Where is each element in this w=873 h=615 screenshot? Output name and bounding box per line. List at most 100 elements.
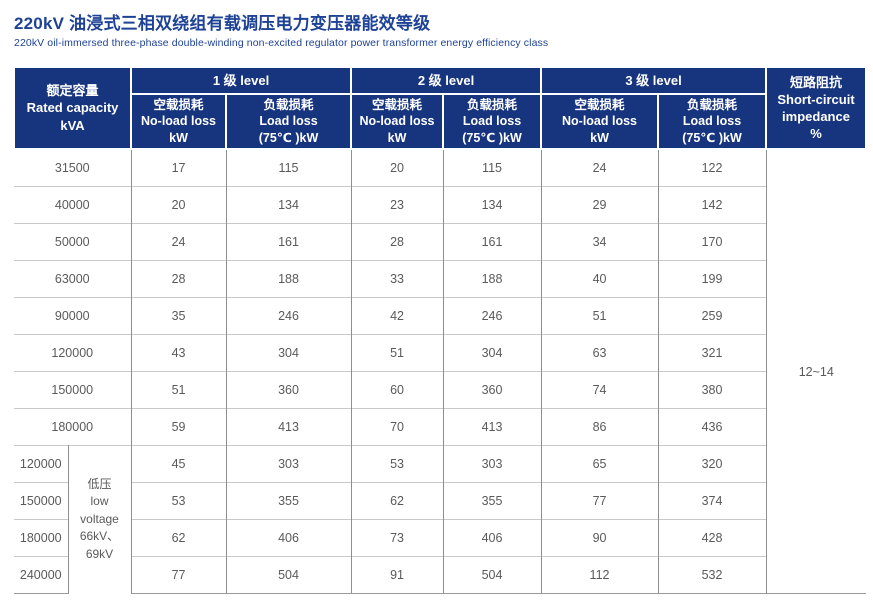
page-subtitle: 220kV oil-immersed three-phase double-wi… <box>14 36 549 49</box>
cell-value: 303 <box>226 444 352 483</box>
cell-value: 303 <box>443 444 542 483</box>
table-row: 90000 35 246 42 246 51 259 <box>14 296 866 335</box>
cell-value: 532 <box>658 555 767 594</box>
cell-value: 62 <box>131 518 227 557</box>
cell-capacity: 180000 <box>14 518 69 557</box>
table-row: 180000 62 406 73 406 90 428 <box>14 518 866 557</box>
cell-value: 17 <box>131 148 227 187</box>
cell-value: 170 <box>658 222 767 261</box>
cell-value: 199 <box>658 259 767 298</box>
cell-value: 188 <box>226 259 352 298</box>
cell-value: 59 <box>131 407 227 446</box>
table-row: 50000 24 161 28 161 34 170 <box>14 222 866 261</box>
cell-value: 70 <box>351 407 444 446</box>
cell-value: 259 <box>658 296 767 335</box>
cell-value: 28 <box>351 222 444 261</box>
cell-capacity: 63000 <box>14 259 132 298</box>
header-no-load-loss-level3: 空载损耗 No-load loss kW <box>540 92 660 151</box>
cell-value: 91 <box>351 555 444 594</box>
cell-value: 436 <box>658 407 767 446</box>
header-row-loss-types: 空载损耗 No-load loss kW 负载损耗 Load loss (75℃… <box>14 92 866 151</box>
cell-value: 34 <box>541 222 659 261</box>
cell-value: 62 <box>351 481 444 520</box>
cell-value: 33 <box>351 259 444 298</box>
cell-value: 246 <box>226 296 352 335</box>
cell-value: 63 <box>541 333 659 372</box>
cell-value: 53 <box>131 481 227 520</box>
cell-value: 304 <box>226 333 352 372</box>
header-level-3: 3 级 level <box>540 65 768 95</box>
page-title: 220kV 油浸式三相双绕组有载调压电力变压器能效等级 <box>14 14 431 33</box>
header-no-load-loss-level1: 空载损耗 No-load loss kW <box>130 92 228 151</box>
table-row: 120000 43 304 51 304 63 321 <box>14 333 866 372</box>
cell-value: 77 <box>131 555 227 594</box>
table-row: 180000 59 413 70 413 86 436 <box>14 407 866 446</box>
cell-value: 134 <box>443 185 542 224</box>
cell-value: 188 <box>443 259 542 298</box>
cell-value: 53 <box>351 444 444 483</box>
cell-value: 380 <box>658 370 767 409</box>
cell-value: 321 <box>658 333 767 372</box>
header-level-1: 1 级 level <box>130 65 353 95</box>
cell-value: 51 <box>541 296 659 335</box>
cell-value: 74 <box>541 370 659 409</box>
cell-value: 60 <box>351 370 444 409</box>
cell-capacity: 40000 <box>14 185 132 224</box>
header-load-loss-level2: 负载损耗 Load loss (75℃ )kW <box>442 92 543 151</box>
cell-value: 161 <box>443 222 542 261</box>
table-row: 150000 51 360 60 360 74 380 <box>14 370 866 409</box>
table-row: 63000 28 188 33 188 40 199 <box>14 259 866 298</box>
cell-value: 115 <box>443 148 542 187</box>
cell-value: 51 <box>351 333 444 372</box>
cell-capacity: 50000 <box>14 222 132 261</box>
cell-value: 20 <box>131 185 227 224</box>
header-level-2: 2 级 level <box>350 65 543 95</box>
efficiency-table: 额定容量 Rated capacity kVA 1 级 level 2 级 le… <box>12 65 868 594</box>
cell-capacity: 31500 <box>14 148 132 187</box>
cell-value: 246 <box>443 296 542 335</box>
cell-capacity: 120000 <box>14 444 69 483</box>
cell-capacity: 90000 <box>14 296 132 335</box>
cell-value: 24 <box>131 222 227 261</box>
cell-value: 413 <box>226 407 352 446</box>
cell-value: 355 <box>226 481 352 520</box>
cell-value: 374 <box>658 481 767 520</box>
cell-value: 51 <box>131 370 227 409</box>
cell-value: 504 <box>443 555 542 594</box>
cell-value: 23 <box>351 185 444 224</box>
cell-value: 65 <box>541 444 659 483</box>
cell-capacity: 180000 <box>14 407 132 446</box>
cell-value: 142 <box>658 185 767 224</box>
cell-value: 134 <box>226 185 352 224</box>
header-rated-capacity: 额定容量 Rated capacity kVA <box>12 65 133 151</box>
cell-capacity: 150000 <box>14 481 69 520</box>
cell-value: 43 <box>131 333 227 372</box>
header-short-circuit-impedance: 短路阻抗 Short-circuit impedance % <box>765 65 868 151</box>
cell-value: 29 <box>541 185 659 224</box>
header-load-loss-level3: 负载损耗 Load loss (75℃ )kW <box>657 92 768 151</box>
cell-value: 413 <box>443 407 542 446</box>
cell-value: 360 <box>226 370 352 409</box>
cell-value: 304 <box>443 333 542 372</box>
cell-value: 355 <box>443 481 542 520</box>
cell-value: 320 <box>658 444 767 483</box>
cell-value: 24 <box>541 148 659 187</box>
cell-value: 40 <box>541 259 659 298</box>
header-no-load-loss-level2: 空载损耗 No-load loss kW <box>350 92 445 151</box>
table-row: 40000 20 134 23 134 29 142 <box>14 185 866 224</box>
cell-capacity: 240000 <box>14 555 69 594</box>
cell-value: 90 <box>541 518 659 557</box>
cell-low-voltage-label: 低压 low voltage 66kV、 69kV <box>68 444 132 594</box>
cell-value: 20 <box>351 148 444 187</box>
cell-value: 406 <box>443 518 542 557</box>
cell-capacity: 120000 <box>14 333 132 372</box>
cell-value: 28 <box>131 259 227 298</box>
cell-value: 112 <box>541 555 659 594</box>
cell-value: 428 <box>658 518 767 557</box>
cell-value: 406 <box>226 518 352 557</box>
cell-value: 45 <box>131 444 227 483</box>
table-row: 120000 低压 low voltage 66kV、 69kV 45 303 … <box>14 444 866 594</box>
cell-value: 77 <box>541 481 659 520</box>
title-block: 220kV 油浸式三相双绕组有载调压电力变压器能效等级 220kV oil-im… <box>0 0 873 49</box>
